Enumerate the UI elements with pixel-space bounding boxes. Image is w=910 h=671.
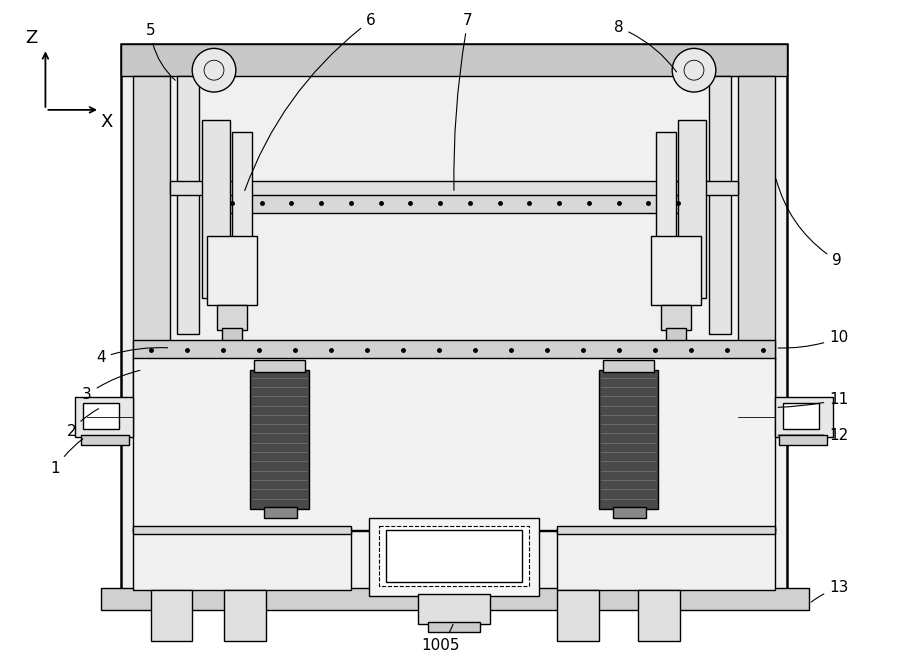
Bar [222,328,242,343]
Bar [429,621,480,631]
Text: 9: 9 [776,179,842,268]
Bar [738,76,775,413]
Text: 13: 13 [811,580,848,602]
Bar [662,305,691,330]
Bar [133,76,170,413]
Bar [150,590,192,641]
Text: 11: 11 [778,392,848,407]
Circle shape [672,48,716,92]
Text: 1005: 1005 [420,624,460,653]
Bar [379,527,530,586]
Bar [779,435,827,445]
Bar [202,120,230,299]
Bar [83,403,119,429]
Bar [232,132,252,280]
Text: 5: 5 [146,23,176,81]
Bar [177,76,199,334]
Bar [133,527,351,534]
Bar [133,358,775,531]
Text: 10: 10 [778,331,848,348]
Text: 8: 8 [614,20,676,72]
Bar [419,594,490,623]
Bar [254,360,305,372]
Bar [656,132,676,280]
Bar [602,360,654,372]
Bar [639,590,680,641]
Bar [207,236,257,305]
Text: 4: 4 [96,348,167,365]
Text: 1: 1 [51,439,83,476]
Bar [170,181,738,195]
Text: 7: 7 [454,13,472,191]
Bar [666,328,686,343]
Bar [224,590,266,641]
Text: 3: 3 [82,370,140,402]
Bar [264,507,298,519]
Bar [76,397,133,437]
Bar [678,120,706,299]
Bar [133,340,775,360]
Bar [214,193,694,213]
Bar [81,435,128,445]
Bar [599,370,658,509]
Text: Z: Z [25,30,37,48]
Bar [784,403,819,429]
Text: 6: 6 [245,13,376,191]
Bar [133,528,351,590]
Bar [386,530,522,582]
Bar [612,507,646,519]
Bar [217,305,247,330]
Bar [775,397,833,437]
Text: X: X [101,113,113,131]
Bar [709,76,731,334]
Text: 2: 2 [66,409,98,439]
Bar [557,528,775,590]
Bar [652,236,701,305]
Bar [249,370,309,509]
Bar [121,44,787,76]
Circle shape [192,48,236,92]
Bar [101,588,809,610]
Bar [369,519,540,596]
Bar [121,44,787,600]
Bar [557,527,775,534]
Bar [557,590,599,641]
Text: 12: 12 [778,427,848,443]
